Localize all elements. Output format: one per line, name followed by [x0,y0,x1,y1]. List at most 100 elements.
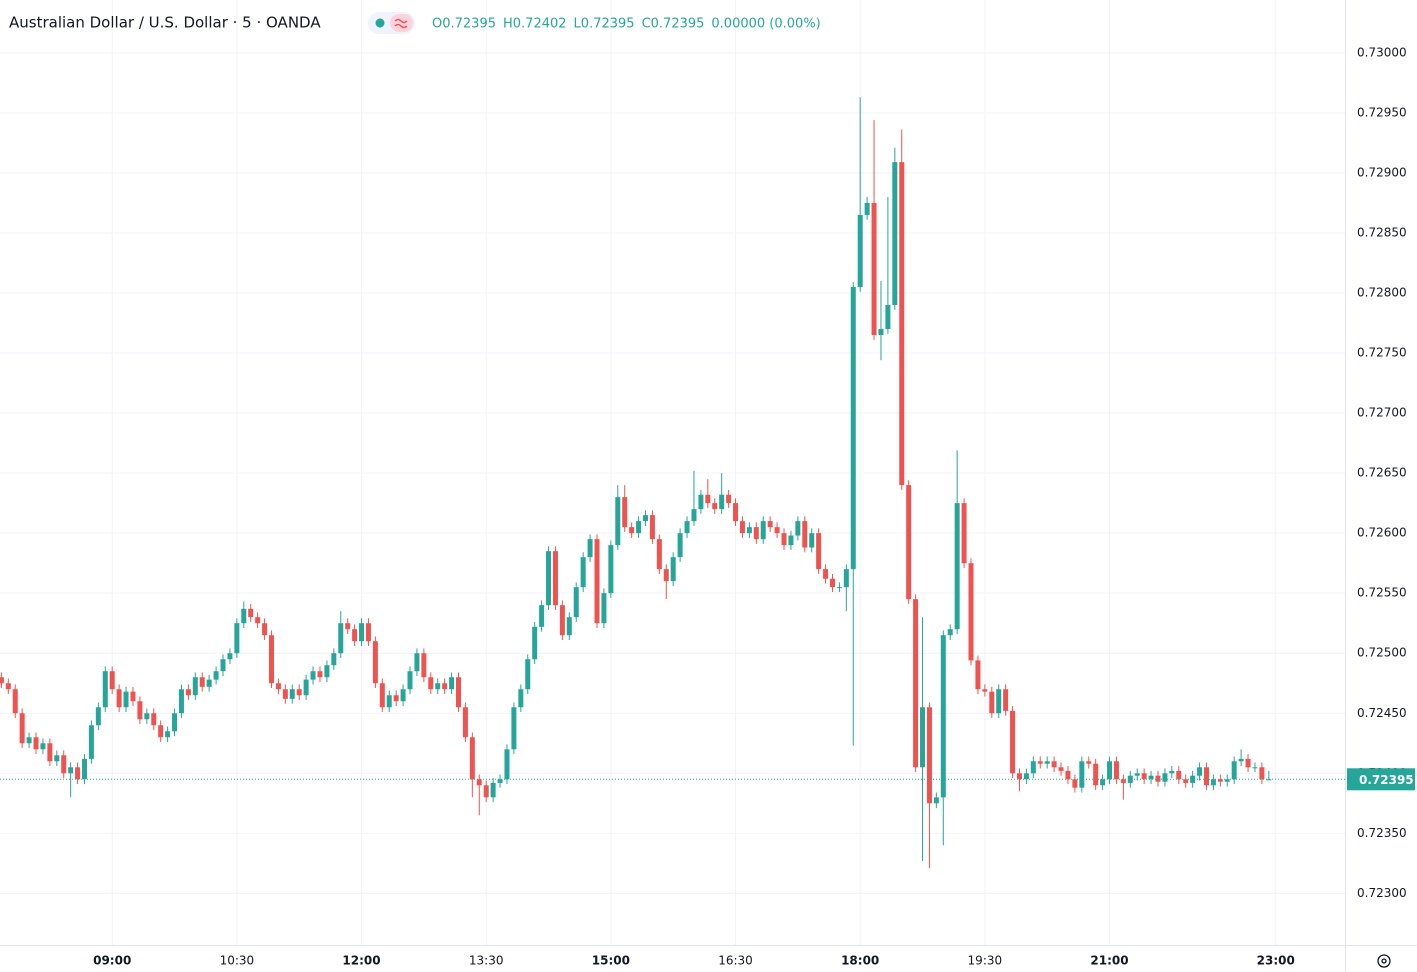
candle-body [352,629,358,642]
y-tick-label: 0.72350 [1357,826,1407,840]
candle-body [975,660,981,690]
candle-body [476,779,482,786]
ohlc-value: 0.72402 [513,17,567,32]
candle-body [172,713,178,732]
candle-body [61,755,67,774]
candle-body [338,623,344,654]
candle-body [1010,710,1016,774]
candle-body [629,527,635,534]
ohlc-key: L [574,17,582,32]
candle-body [594,539,600,624]
candle-body [1155,775,1161,782]
candle-body [726,494,732,504]
candles [0,97,1345,869]
candle-body [649,515,655,540]
candle-body [95,707,101,726]
candle-body [144,713,150,720]
candle-body [823,569,829,579]
y-tick-label: 0.72700 [1357,406,1407,420]
candle-body [719,494,725,510]
status-dot [375,18,385,28]
y-tick-label: 0.72750 [1357,346,1407,360]
candle-body [1044,761,1050,764]
candle-body [926,707,932,804]
candle-body [12,689,18,714]
candle-body [920,707,926,768]
candle-body [532,626,538,660]
ohlc-legend: O 0.72395 H 0.72402 L 0.72395 C 0.72395 0.00000 … [432,17,821,32]
candle-body [400,689,406,702]
candle-body [989,691,995,714]
candle-body [580,557,586,588]
candle-body [151,713,157,726]
candle-body [262,623,268,636]
candle-body [511,707,517,750]
candle-body [1231,761,1237,780]
candle-body [455,677,461,708]
candle-body [622,497,628,528]
candle-body [317,671,323,678]
candle-body [47,743,53,762]
candle-body [310,671,316,680]
candle-body [109,671,115,690]
candle-body [185,689,191,696]
candle-body [227,653,233,660]
candle-body [947,629,953,636]
candle-body [885,304,891,330]
candle-body [33,737,39,750]
candle-body [566,617,572,636]
x-tick-label: 18:00 [841,954,879,968]
candle-body [102,671,108,708]
ohlc-change: 0.00000 (0.00%) [711,17,820,32]
candle-body [608,545,614,594]
chart-title: Australian Dollar / U.S. Dollar · 5 · OA… [9,14,321,32]
settings-ring [1377,954,1391,968]
candle-body [954,503,960,630]
candle-body [518,689,524,708]
candle-body [497,779,503,783]
candle-body [1162,773,1168,782]
candle-body [130,691,136,702]
candle-body [525,659,531,690]
candle-body [407,671,413,690]
candle-body [75,767,81,780]
candle-body [899,162,905,486]
x-tick-label: 16:30 [718,954,753,968]
last-price-box [1347,768,1415,791]
candle-body [386,695,392,708]
candle-body [636,521,642,534]
candle-body [663,569,669,582]
candle-body [878,329,884,336]
candle-body [331,653,337,666]
candle-body [26,737,32,744]
candle-body [691,509,697,522]
candle-body [802,521,808,548]
candle-body [248,608,254,618]
candle-body [372,641,378,684]
candle-body [843,569,849,588]
candle-body [359,623,365,642]
candle-body [1210,779,1216,786]
candle-body [559,605,565,636]
candle-body [1141,773,1147,780]
candle-body [913,599,919,768]
y-tick-label: 0.72300 [1357,886,1407,900]
candle-body [739,521,745,534]
candle-body [54,755,60,762]
candle-body [1079,761,1085,788]
candle-body [1051,761,1057,768]
candle-body [850,286,856,570]
y-tick-label: 0.72950 [1357,105,1407,119]
x-tick-label: 13:30 [469,954,504,968]
candle-body [324,665,330,678]
candle-body [123,691,129,708]
candle-body [1134,773,1140,776]
candle-body [1037,761,1043,764]
settings-icon[interactable] [1377,954,1391,968]
y-tick-label: 0.73000 [1357,45,1407,59]
candle-body [442,683,448,690]
candle-body [275,683,281,690]
candle-body [829,578,835,588]
